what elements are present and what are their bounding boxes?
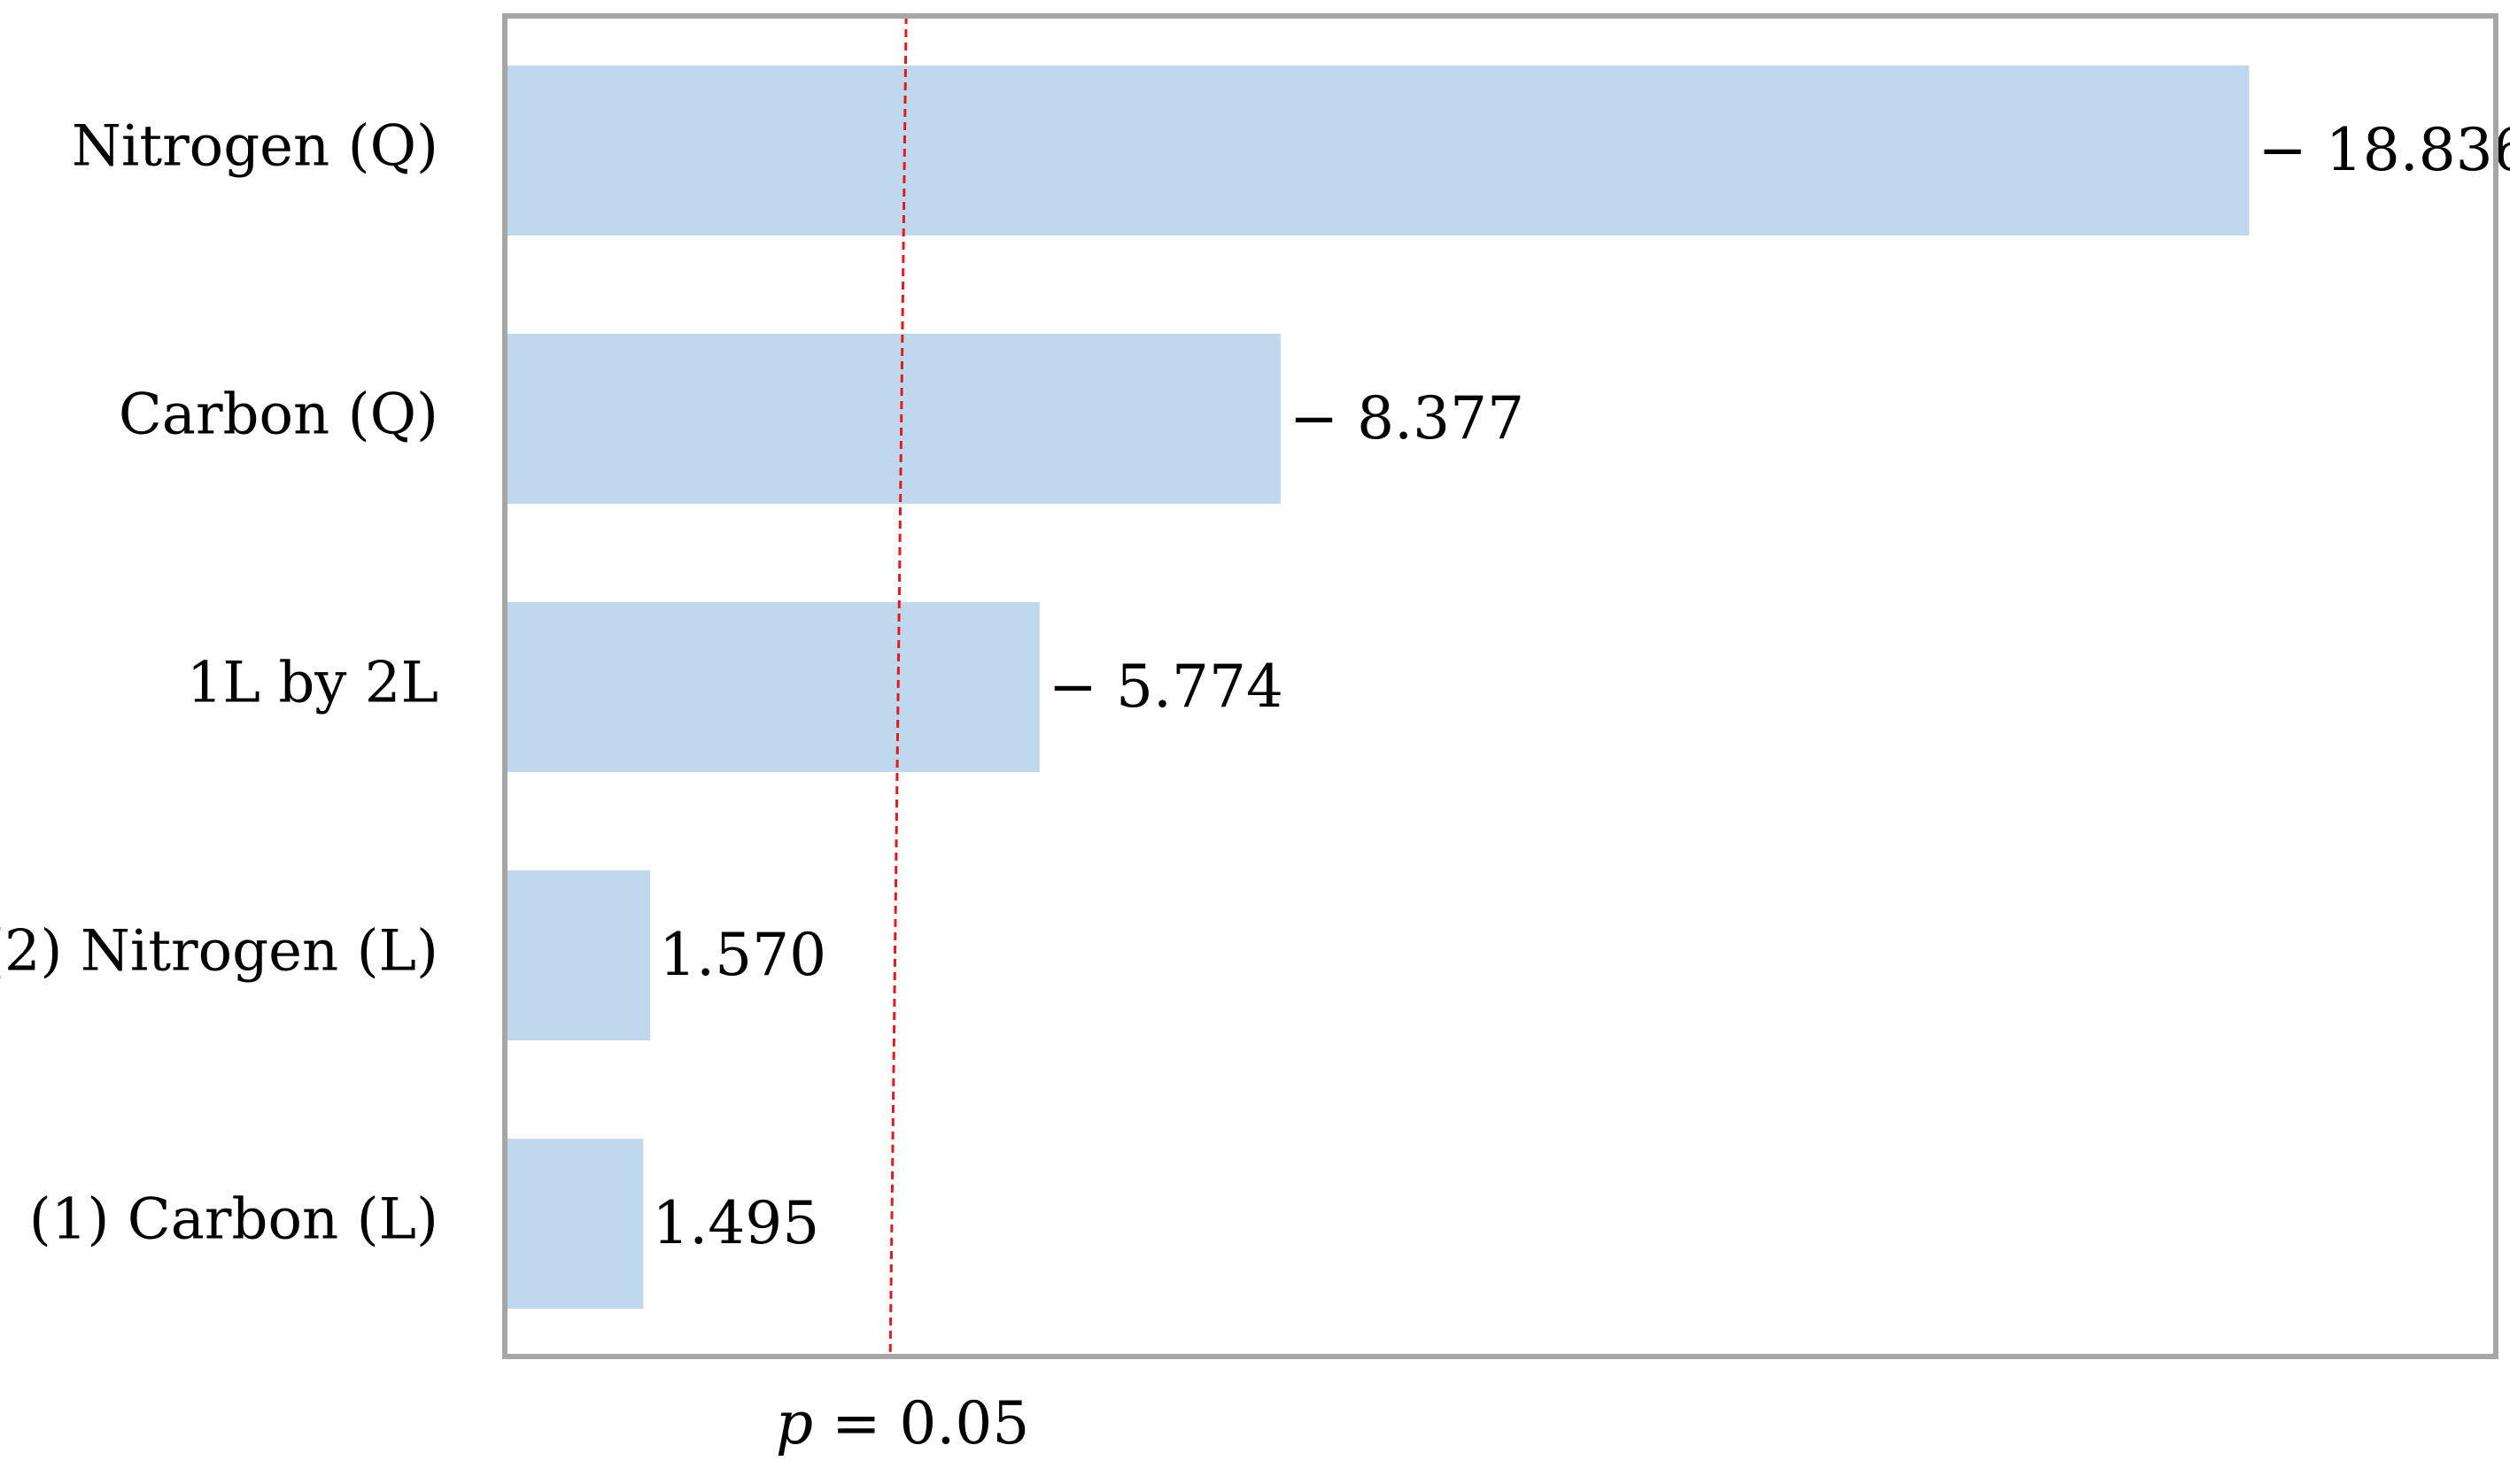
- plot-frame: [502, 13, 2498, 1359]
- labels-layer: Nitrogen (Q) − 18.836 Carbon (Q) − 8.377 1L …: [0, 114, 2510, 1258]
- value-label: − 5.774: [1049, 653, 1283, 721]
- category-label: 1L by 2L: [187, 651, 438, 716]
- value-label: 1.570: [659, 921, 826, 989]
- bar: [505, 334, 1281, 504]
- bar: [505, 66, 2250, 236]
- p-value-label-var: p: [776, 1389, 813, 1457]
- value-label: − 8.377: [1290, 384, 1524, 452]
- category-label: (1) Carbon (L): [29, 1187, 438, 1253]
- p-value-label: p = 0.05: [776, 1389, 1029, 1457]
- bar: [505, 1139, 644, 1309]
- bars-layer: [505, 66, 2250, 1309]
- bar: [505, 602, 1040, 772]
- p-value-reference-line: [888, 15, 908, 1357]
- category-label: (2) Nitrogen (L): [0, 919, 438, 985]
- category-label: Carbon (Q): [119, 383, 438, 448]
- value-label: − 18.836: [2258, 116, 2510, 184]
- value-label: 1.495: [652, 1189, 819, 1257]
- bar: [505, 870, 651, 1040]
- category-label: Nitrogen (Q): [72, 114, 438, 180]
- p-value-label-rest: = 0.05: [813, 1389, 1029, 1457]
